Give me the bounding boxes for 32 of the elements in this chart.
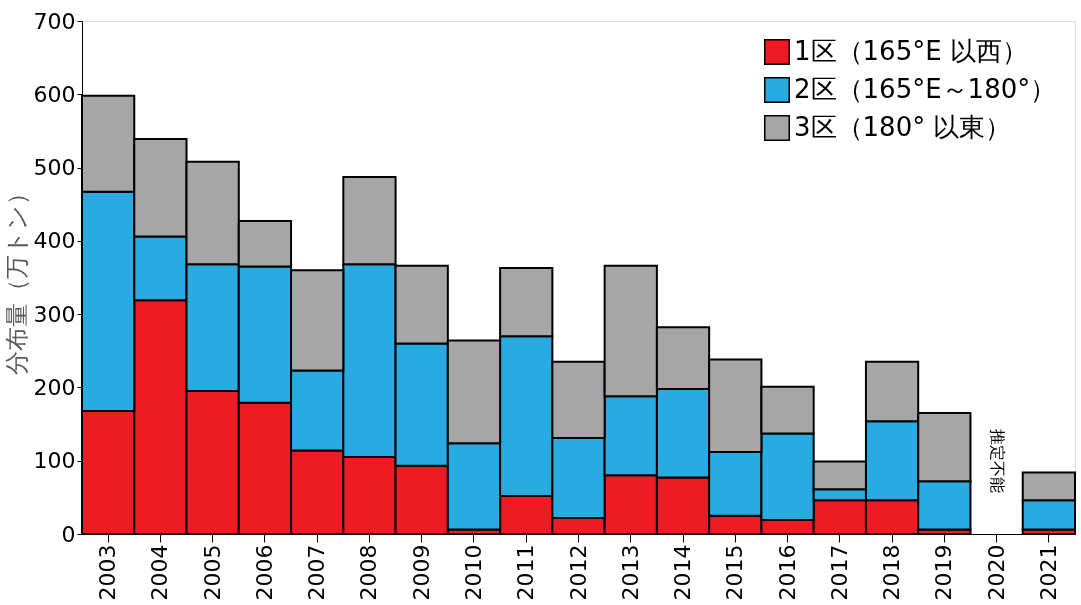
x-tick-label: 2004 [147,544,173,601]
x-tick-label: 2018 [879,544,905,601]
x-tick-label: 2009 [408,544,434,601]
annotation: 推定不能 [987,429,1007,493]
x-tick-label: 2016 [774,544,800,601]
legend-label: 1区（165°E 以西） [794,36,1028,66]
y-tick-label: 300 [33,301,76,327]
x-tick-label: 2010 [460,544,486,601]
y-tick-label: 200 [33,374,76,400]
x-tick-label: 2017 [826,544,852,601]
y-tick-label: 600 [33,81,76,107]
x-tick-label: 2014 [670,544,696,601]
y-axis-title: 分布量（万トン） [2,181,31,375]
x-tick-label: 2013 [617,544,643,601]
x-tick-label: 2020 [983,544,1009,601]
x-tick-label: 2012 [565,544,591,601]
x-tick-label: 2007 [304,544,330,601]
legend-label: 2区（165°E～180°） [794,74,1057,104]
y-tick-label: 0 [61,521,76,547]
y-tick-label: 400 [33,228,76,254]
x-tick-label: 2003 [95,544,121,601]
x-tick-label: 2005 [199,544,225,601]
x-tick-label: 2015 [722,544,748,601]
x-tick-label: 2006 [251,544,277,601]
y-tick-label: 700 [33,8,76,34]
x-tick-label: 2021 [1035,544,1061,601]
y-tick-label: 100 [33,448,76,474]
x-tick-label: 2011 [513,544,539,601]
x-tick-label: 2008 [356,544,382,601]
x-tick-label: 2019 [931,544,957,601]
legend-label: 3区（180° 以東） [794,112,1012,142]
y-tick-label: 500 [33,155,76,181]
